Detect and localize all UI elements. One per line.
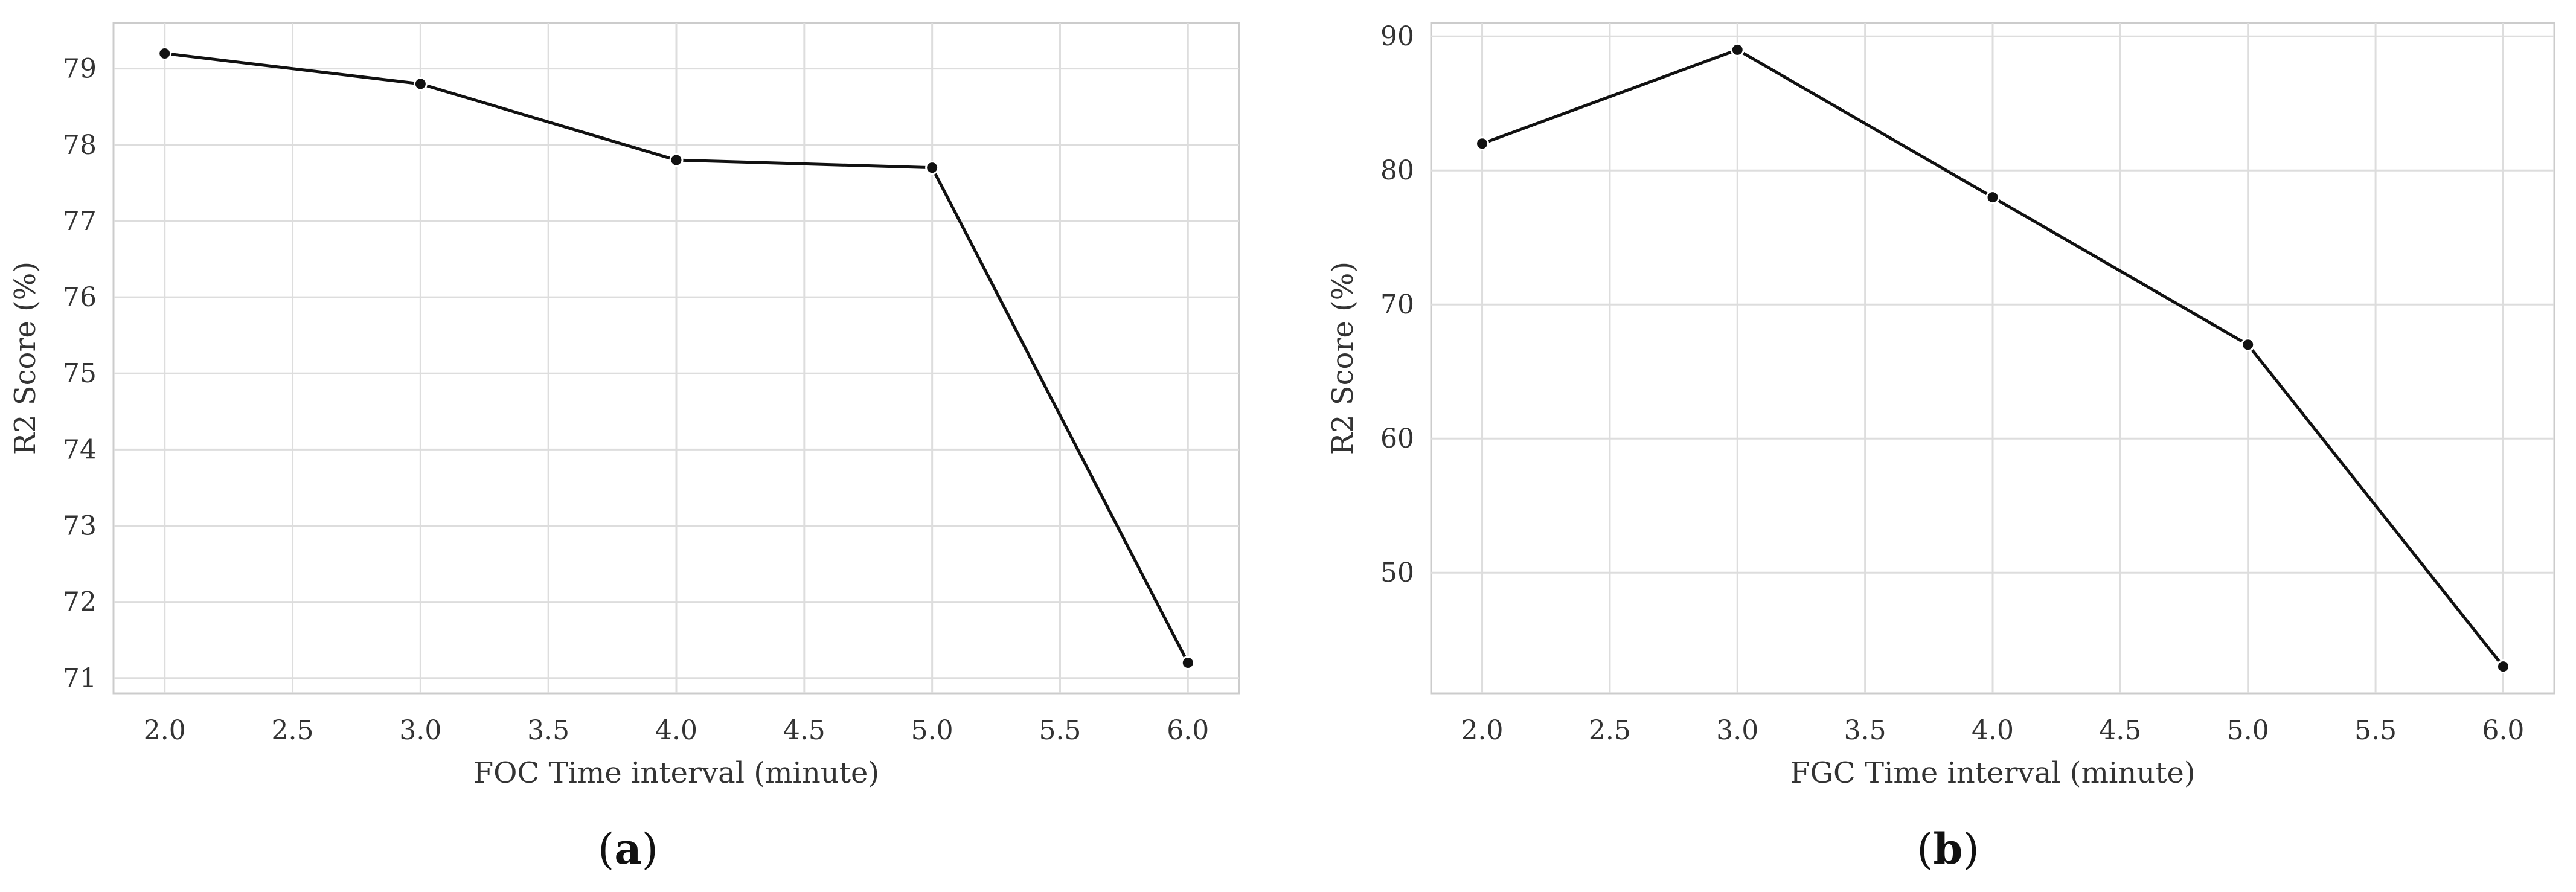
data-point (1475, 136, 1490, 151)
y-tick-label: 78 (63, 130, 97, 161)
panel-label: (b) (1917, 824, 1979, 874)
x-tick-label: 3.5 (527, 715, 569, 746)
x-tick-label: 2.5 (1589, 715, 1631, 746)
x-tick-label: 4.5 (2099, 715, 2141, 746)
chart-panel-a: 2.0 2.5 3.0 3.5 4.0 4.5 5.0 5.5 6.0 71 72 73 74 75 76 7… (8, 22, 1240, 874)
y-axis-label: R2 Score (%) (1326, 262, 1360, 455)
y-tick-label: 71 (63, 663, 97, 694)
x-tick-label: 4.0 (1972, 715, 2014, 746)
y-tick-label: 77 (63, 206, 97, 237)
data-point (1181, 656, 1195, 670)
y-tick-label: 60 (1380, 423, 1414, 454)
data-point (413, 77, 428, 91)
x-tick-label: 5.5 (1039, 715, 1081, 746)
x-tick-label: 6.0 (2482, 715, 2524, 746)
y-tick-label: 74 (63, 434, 97, 465)
x-tick-label: 5.0 (2227, 715, 2269, 746)
data-point (1985, 190, 2000, 205)
x-tick-label: 5.0 (911, 715, 953, 746)
y-tick-label: 70 (1380, 289, 1414, 320)
y-tick-label: 75 (63, 358, 97, 389)
y-tick-label: 50 (1380, 557, 1414, 588)
data-point (669, 153, 684, 167)
data-point (158, 46, 172, 60)
chart-panel-b: 2.0 2.5 3.0 3.5 4.0 4.5 5.0 5.5 6.0 50 60 70 80 90 FGC… (1326, 21, 2555, 874)
y-tick-label: 79 (63, 54, 97, 85)
x-tick-label: 6.0 (1167, 715, 1209, 746)
y-tick-label: 76 (63, 282, 97, 313)
y-tick-label: 73 (63, 511, 97, 542)
y-tick-label: 72 (63, 587, 97, 618)
data-point (2496, 659, 2510, 674)
y-tick-label: 90 (1380, 21, 1414, 52)
panel-label: (a) (598, 824, 658, 874)
x-tick-label: 2.5 (272, 715, 314, 746)
x-tick-label: 2.0 (1461, 715, 1504, 746)
x-tick-label: 3.0 (1716, 715, 1758, 746)
x-tick-label: 2.0 (144, 715, 186, 746)
x-tick-label: 4.5 (783, 715, 825, 746)
x-tick-label: 4.0 (655, 715, 697, 746)
x-tick-label: 5.5 (2354, 715, 2397, 746)
x-axis-label: FGC Time interval (minute) (1790, 756, 2195, 790)
data-point (1730, 42, 1745, 57)
data-point (925, 161, 940, 175)
x-axis-label: FOC Time interval (minute) (473, 756, 879, 790)
y-axis-label: R2 Score (%) (8, 262, 42, 455)
data-point (2241, 338, 2255, 352)
x-tick-label: 3.5 (1844, 715, 1886, 746)
y-tick-label: 80 (1380, 155, 1414, 186)
x-tick-label: 3.0 (399, 715, 441, 746)
